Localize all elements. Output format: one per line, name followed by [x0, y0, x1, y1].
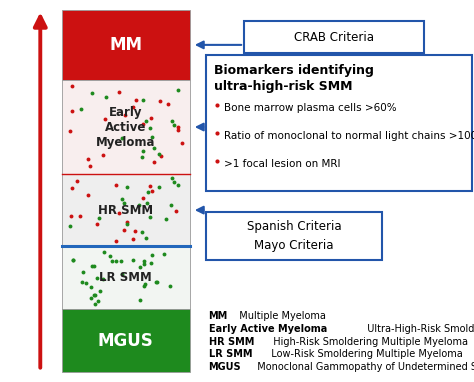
Bar — [62, 80, 190, 174]
Text: LR SMM: LR SMM — [209, 349, 252, 359]
Text: CRAB Criteria: CRAB Criteria — [294, 31, 374, 44]
Bar — [62, 309, 190, 372]
FancyBboxPatch shape — [206, 212, 382, 260]
Text: Biomarkers identifying
ultra-high-risk SMM: Biomarkers identifying ultra-high-risk S… — [214, 64, 374, 93]
Text: Multiple Myeloma: Multiple Myeloma — [233, 311, 326, 321]
Text: MM: MM — [209, 311, 228, 321]
Text: Bone marrow plasma cells >60%: Bone marrow plasma cells >60% — [224, 103, 396, 113]
Text: HR SMM: HR SMM — [98, 204, 153, 217]
Text: Early Active Myeloma: Early Active Myeloma — [209, 324, 327, 334]
FancyBboxPatch shape — [244, 21, 424, 53]
Text: Spanish Criteria
Mayo Criteria: Spanish Criteria Mayo Criteria — [246, 220, 341, 252]
Bar — [62, 174, 190, 246]
Text: High-Risk Smoldering Multiple Myeloma: High-Risk Smoldering Multiple Myeloma — [267, 337, 468, 346]
Bar — [62, 246, 190, 309]
Text: Low-Risk Smoldering Multiple Myeloma: Low-Risk Smoldering Multiple Myeloma — [264, 349, 463, 359]
Text: Ultra-High-Risk Smoldering Myeloma: Ultra-High-Risk Smoldering Myeloma — [361, 324, 474, 334]
Text: MGUS: MGUS — [98, 332, 154, 350]
Text: Monoclonal Gammopathy of Undetermined Significance: Monoclonal Gammopathy of Undetermined Si… — [251, 362, 474, 372]
Text: Ratio of monoclonal to normal light chains >100: Ratio of monoclonal to normal light chai… — [224, 131, 474, 141]
Text: LR SMM: LR SMM — [99, 271, 152, 285]
Text: Early
Active
Myeloma: Early Active Myeloma — [96, 105, 155, 149]
Text: >1 focal lesion on MRI: >1 focal lesion on MRI — [224, 159, 340, 169]
Bar — [62, 10, 190, 80]
Text: MM: MM — [109, 36, 142, 54]
Text: HR SMM: HR SMM — [209, 337, 254, 346]
FancyBboxPatch shape — [206, 55, 472, 191]
Text: MGUS: MGUS — [209, 362, 241, 372]
